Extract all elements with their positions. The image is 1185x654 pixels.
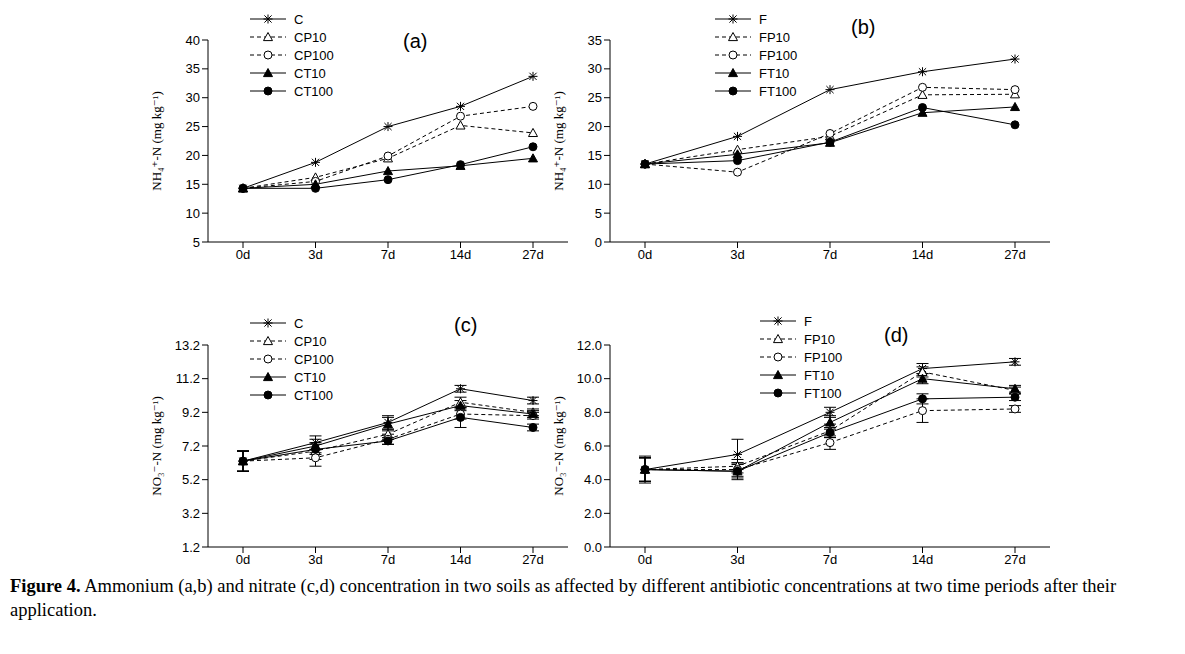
svg-text:FP10: FP10 [804,332,835,347]
svg-text:0.0: 0.0 [584,540,602,555]
svg-text:10: 10 [588,177,602,192]
svg-text:40: 40 [186,33,200,48]
svg-text:NO₃⁻-N (mg kg⁻¹): NO₃⁻-N (mg kg⁻¹) [149,396,164,495]
svg-text:FP10: FP10 [759,30,790,45]
svg-text:FT100: FT100 [759,84,797,99]
svg-text:25: 25 [186,119,200,134]
svg-text:7d: 7d [823,247,837,262]
svg-text:1.2: 1.2 [182,540,200,555]
svg-text:0d: 0d [638,247,652,262]
svg-text:FT10: FT10 [759,66,789,81]
svg-text:27d: 27d [1004,247,1026,262]
svg-text:12.0: 12.0 [577,338,602,353]
svg-text:11.2: 11.2 [176,371,200,386]
svg-text:6.0: 6.0 [584,439,602,454]
svg-text:2.0: 2.0 [584,506,602,521]
svg-text:35: 35 [186,61,200,76]
svg-text:C: C [294,316,303,331]
svg-text:3.2: 3.2 [182,506,200,521]
svg-text:0d: 0d [638,552,652,567]
svg-text:0d: 0d [236,247,250,262]
svg-text:5: 5 [595,206,602,221]
svg-text:NO₃⁻-N (mg kg⁻¹): NO₃⁻-N (mg kg⁻¹) [551,396,566,495]
svg-text:35: 35 [588,33,602,48]
svg-text:30: 30 [588,61,602,76]
svg-text:3d: 3d [730,552,744,567]
svg-text:0: 0 [595,235,602,250]
svg-text:FP100: FP100 [804,350,842,365]
svg-text:27d: 27d [522,247,544,262]
html-text:(b): (b) [851,16,876,38]
svg-text:FT100: FT100 [804,386,842,401]
svg-text:20: 20 [588,119,602,134]
svg-text:8.0: 8.0 [584,405,602,420]
html-text:(c): (c) [454,314,478,336]
svg-text:30: 30 [186,90,200,105]
svg-text:5: 5 [193,235,200,250]
svg-text:14d: 14d [450,247,472,262]
svg-text:CT10: CT10 [294,66,326,81]
svg-text:27d: 27d [522,552,544,567]
svg-text:CT10: CT10 [294,370,326,385]
svg-text:14d: 14d [450,552,472,567]
svg-text:CP10: CP10 [294,334,327,349]
svg-text:7.2: 7.2 [182,439,200,454]
svg-text:20: 20 [186,148,200,163]
svg-text:0d: 0d [236,552,250,567]
svg-text:FT10: FT10 [804,368,834,383]
svg-text:14d: 14d [912,247,934,262]
svg-text:3d: 3d [308,247,322,262]
svg-text:F: F [804,314,812,329]
svg-text:CP100: CP100 [294,48,334,63]
svg-text:14d: 14d [912,552,934,567]
svg-text:25: 25 [588,90,602,105]
svg-text:10.0: 10.0 [577,371,602,386]
svg-text:CP10: CP10 [294,30,327,45]
svg-text:CT100: CT100 [294,84,333,99]
svg-text:C: C [294,12,303,27]
svg-text:10: 10 [186,206,200,221]
svg-text:7d: 7d [823,552,837,567]
svg-text:7d: 7d [381,552,395,567]
svg-text:4.0: 4.0 [584,472,602,487]
svg-text:27d: 27d [1004,552,1026,567]
svg-text:15: 15 [588,148,602,163]
svg-text:9.2: 9.2 [182,405,200,420]
svg-text:CT100: CT100 [294,388,333,403]
svg-text:15: 15 [186,177,200,192]
svg-text:3d: 3d [730,247,744,262]
svg-text:7d: 7d [381,247,395,262]
svg-text:3d: 3d [308,552,322,567]
html-text:(d): (d) [884,324,909,346]
svg-text:F: F [759,12,767,27]
html-text:Figure 4. Ammonium (a,b) and n: Figure 4. Ammonium (a,b) and nitrate (c,… [10,576,1117,620]
svg-text:CP100: CP100 [294,352,334,367]
svg-text:FP100: FP100 [759,48,797,63]
svg-text:NH₄⁺-N (mg kg⁻¹): NH₄⁺-N (mg kg⁻¹) [149,91,164,190]
svg-text:13.2: 13.2 [175,338,200,353]
svg-text:NH₄⁺-N (mg kg⁻¹): NH₄⁺-N (mg kg⁻¹) [551,91,566,190]
html-text:(a): (a) [403,30,428,52]
svg-text:5.2: 5.2 [182,472,200,487]
